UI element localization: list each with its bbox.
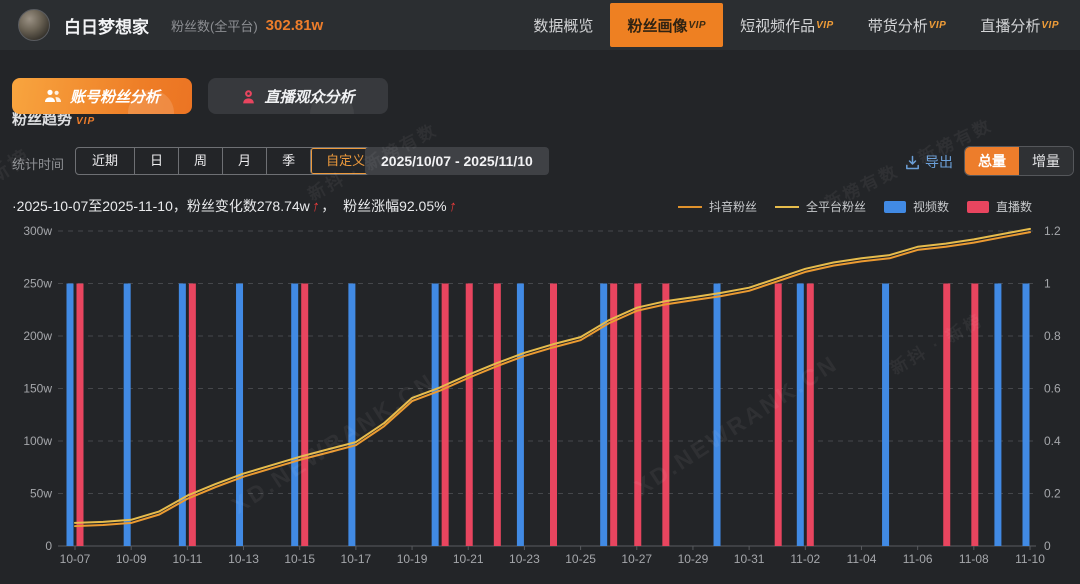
vip-badge: VIP xyxy=(928,19,947,31)
svg-text:10-29: 10-29 xyxy=(678,552,709,566)
svg-text:0.6: 0.6 xyxy=(1044,382,1061,396)
nav-tab-数据概览[interactable]: 数据概览 xyxy=(516,0,610,50)
svg-text:10-27: 10-27 xyxy=(621,552,652,566)
range-button-自定义[interactable]: 自定义 xyxy=(310,148,380,174)
svg-text:1: 1 xyxy=(1044,277,1051,291)
svg-text:100w: 100w xyxy=(23,434,52,448)
svg-text:10-19: 10-19 xyxy=(397,552,428,566)
fans-growth-rate-value: 92.05% xyxy=(399,198,447,214)
vip-badge: VIP xyxy=(1041,19,1059,31)
analysis-subtabs: 账号粉丝分析 直播观众分析 xyxy=(12,78,388,114)
time-range-segmented: 近期日周月季自定义 xyxy=(75,147,382,175)
svg-text:11-04: 11-04 xyxy=(847,552,877,566)
vip-badge: VIP xyxy=(76,116,96,127)
account-name: 白日梦想家 xyxy=(64,17,149,37)
people-icon xyxy=(44,89,61,102)
vip-badge: VIP xyxy=(816,19,834,31)
stat-time-label: 统计时间 xyxy=(12,157,65,172)
legend-label: 全平台粉丝 xyxy=(805,200,866,214)
date-range-picker[interactable]: 2025/10/07 - 2025/11/10 xyxy=(365,147,549,175)
nav-tab-粉丝画像[interactable]: 粉丝画像 VIP xyxy=(610,3,724,47)
mode-total-button[interactable]: 总量 xyxy=(965,147,1019,175)
svg-text:10-23: 10-23 xyxy=(509,552,540,566)
chart-legend: 抖音粉丝 全平台粉丝 视频数 直播数 xyxy=(677,198,1032,215)
svg-text:0.2: 0.2 xyxy=(1044,487,1061,501)
section-title-text: 粉丝趋势 xyxy=(12,111,73,128)
svg-text:50w: 50w xyxy=(30,487,52,501)
fans-count-label: 粉丝数(全平台) xyxy=(171,18,258,34)
download-icon xyxy=(906,155,919,169)
svg-text:250w: 250w xyxy=(23,277,52,291)
export-button[interactable]: 导出 xyxy=(905,152,953,172)
svg-text:10-11: 10-11 xyxy=(172,552,202,566)
fans-change-value: 278.74w xyxy=(256,198,310,214)
range-button-季[interactable]: 季 xyxy=(266,148,310,174)
fans-count-value: 302.81w xyxy=(265,16,324,34)
svg-text:10-21: 10-21 xyxy=(453,552,484,566)
legend-item-直播数[interactable]: 直播数 xyxy=(966,198,1032,215)
summary-period: ·2025-10-07至2025-11-10，粉丝变化数 xyxy=(12,198,257,214)
svg-text:10-09: 10-09 xyxy=(116,552,147,566)
svg-text:10-25: 10-25 xyxy=(565,552,596,566)
range-button-周[interactable]: 周 xyxy=(178,148,222,174)
range-button-日[interactable]: 日 xyxy=(134,148,178,174)
legend-rect-swatch xyxy=(966,200,989,213)
fan-trend-chart[interactable]: 0 0 50w 0.2 100w 0.4 150w 0.6 200w 0.8 250w 1 300w 1.… xyxy=(0,222,1080,577)
svg-text:1.2: 1.2 xyxy=(1044,224,1061,238)
nav-tab-label: 数据概览 xyxy=(533,17,594,35)
nav-tab-label: 带货分析 xyxy=(867,17,928,35)
svg-text:11-10: 11-10 xyxy=(1015,552,1045,566)
legend-item-抖音粉丝[interactable]: 抖音粉丝 xyxy=(677,198,757,215)
legend-item-全平台粉丝[interactable]: 全平台粉丝 xyxy=(774,198,866,215)
vip-badge: VIP xyxy=(688,19,707,31)
chart-canvas: 0 0 50w 0.2 100w 0.4 150w 0.6 200w 0.8 250w 1 300w 1.… xyxy=(23,224,1061,566)
svg-text:11-02: 11-02 xyxy=(790,552,820,566)
subtab-account-fans[interactable]: 账号粉丝分析 xyxy=(12,78,192,114)
mode-increment-button[interactable]: 增量 xyxy=(1019,147,1073,175)
header: 白日梦想家 粉丝数(全平台) 302.81w 数据概览 粉丝画像 VIP 短视频作品 V… xyxy=(0,0,1080,50)
summary-stats: ·2025-10-07至2025-11-10，粉丝变化数 278.74w ↑， 粉丝… xyxy=(12,196,458,216)
nav-tab-短视频作品[interactable]: 短视频作品 VIP xyxy=(723,0,851,50)
legend-line-swatch xyxy=(677,205,702,208)
svg-text:0.4: 0.4 xyxy=(1044,434,1061,448)
export-label: 导出 xyxy=(925,154,953,170)
svg-text:10-17: 10-17 xyxy=(341,552,372,566)
range-button-近期[interactable]: 近期 xyxy=(76,148,134,174)
subtab-account-fans-label: 账号粉丝分析 xyxy=(69,88,160,106)
legend-label: 抖音粉丝 xyxy=(708,200,757,214)
nav-tab-label: 短视频作品 xyxy=(740,17,816,35)
account-avatar xyxy=(18,9,50,41)
legend-label: 直播数 xyxy=(995,200,1032,214)
summary-rate-label: ， 粉丝涨幅 xyxy=(321,198,400,214)
svg-text:150w: 150w xyxy=(23,382,52,396)
legend-line-swatch xyxy=(774,205,799,208)
svg-text:10-07: 10-07 xyxy=(60,552,91,566)
svg-text:0: 0 xyxy=(1044,539,1051,553)
nav-tab-label: 粉丝画像 xyxy=(627,17,688,35)
top-nav: 数据概览 粉丝画像 VIP 短视频作品 VIP 带货分析 VIP 直播分析 VIP xyxy=(516,0,1080,50)
range-button-月[interactable]: 月 xyxy=(222,148,266,174)
svg-text:0: 0 xyxy=(45,539,52,553)
svg-text:11-06: 11-06 xyxy=(903,552,933,566)
subtab-live-audience[interactable]: 直播观众分析 xyxy=(208,78,388,114)
svg-text:200w: 200w xyxy=(23,329,52,343)
svg-text:10-15: 10-15 xyxy=(284,552,315,566)
nav-tab-label: 直播分析 xyxy=(980,17,1041,35)
svg-text:300w: 300w xyxy=(23,224,52,238)
legend-rect-swatch xyxy=(883,200,906,213)
up-arrow-icon: ↑ xyxy=(309,197,322,215)
live-person-icon xyxy=(243,89,255,103)
nav-tab-直播分析[interactable]: 直播分析 VIP xyxy=(963,0,1076,50)
section-title: 粉丝趋势 VIP xyxy=(12,108,95,129)
svg-text:10-13: 10-13 xyxy=(228,552,259,566)
svg-text:11-08: 11-08 xyxy=(959,552,989,566)
legend-label: 视频数 xyxy=(912,200,949,214)
total-increment-toggle: 总量 增量 xyxy=(964,146,1074,176)
subtab-live-audience-label: 直播观众分析 xyxy=(264,88,355,106)
nav-tab-带货分析[interactable]: 带货分析 VIP xyxy=(851,0,964,50)
legend-item-视频数[interactable]: 视频数 xyxy=(883,198,949,215)
up-arrow-icon: ↑ xyxy=(446,197,458,215)
svg-text:10-31: 10-31 xyxy=(734,552,765,566)
svg-text:0.8: 0.8 xyxy=(1044,329,1061,343)
